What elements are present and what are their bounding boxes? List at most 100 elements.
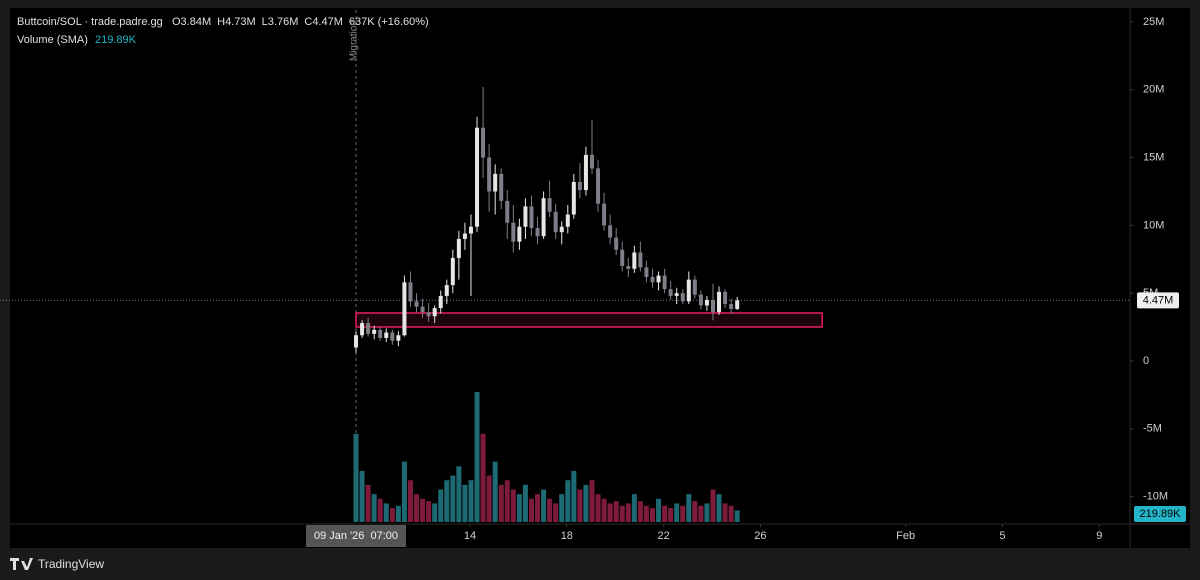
volume-bar: [637, 501, 643, 522]
y-tick-label: 10M: [1143, 219, 1164, 231]
candle-body: [632, 252, 637, 269]
volume-bar: [407, 480, 413, 522]
volume-bar: [674, 503, 680, 522]
volume-bar: [480, 433, 486, 522]
volume-bar: [692, 501, 698, 522]
x-tick-label: 26: [754, 530, 766, 542]
volume-bar: [377, 498, 383, 522]
candle-body: [602, 203, 607, 226]
candle-body: [589, 154, 594, 169]
candle-body: [614, 237, 619, 250]
volume-bar: [619, 505, 625, 522]
candle-body: [499, 173, 504, 201]
volume-bar: [353, 433, 359, 522]
chart-area: [10, 8, 1190, 548]
migration-label: Migration: [349, 20, 360, 61]
volume-badge-label: 219.89K: [1140, 508, 1182, 520]
candle-body: [402, 282, 407, 336]
volume-bar: [486, 475, 492, 522]
volume-bar: [583, 484, 589, 522]
legend-item: H4.73M: [217, 16, 256, 28]
candle-body: [644, 267, 649, 277]
zone: [355, 312, 823, 328]
volume-bar: [595, 494, 601, 522]
candle-body: [583, 154, 588, 191]
x-tick-label: 18: [561, 530, 573, 542]
volume-bar: [535, 494, 541, 522]
candle-body: [420, 306, 425, 313]
last-price-label: 4.47M: [1143, 294, 1174, 306]
volume-bar: [734, 510, 740, 522]
volume-bar: [680, 505, 686, 522]
volume-bar: [383, 503, 389, 522]
volume-bar: [710, 489, 716, 522]
volume-bar: [389, 508, 395, 522]
candle-body: [493, 173, 498, 192]
volume-bar: [577, 489, 583, 522]
volume-sma: 219.89K: [95, 34, 137, 46]
candle-body: [396, 335, 401, 341]
last-price-badge: [1137, 292, 1179, 309]
candle-body: [565, 214, 570, 227]
legend-item: L3.76M: [262, 16, 299, 28]
candle-body: [408, 282, 413, 302]
candle-body: [717, 291, 722, 313]
candle-body: [517, 226, 522, 242]
candle-body: [535, 228, 540, 237]
volume-bar: [438, 489, 444, 522]
candle-body: [650, 276, 655, 283]
volume-bar: [643, 505, 649, 522]
candle-body: [523, 206, 528, 227]
volume-bar: [571, 470, 577, 522]
crosshair-label: 09 Jan '26 07:00: [314, 530, 398, 542]
volume-bar: [668, 508, 674, 522]
candle-body: [596, 168, 601, 204]
candle-body: [444, 285, 449, 296]
volume-bar: [601, 498, 607, 522]
volume-bar: [686, 494, 692, 522]
volume-bar: [625, 503, 631, 522]
volume-bar: [456, 466, 462, 522]
y-tick-label: 15M: [1143, 151, 1164, 163]
candle-body: [360, 323, 365, 336]
x-tick-label: 14: [464, 530, 476, 542]
candle-body: [450, 257, 455, 286]
volume-bar: [371, 494, 377, 522]
candle-body: [432, 308, 437, 317]
volume-bar: [474, 392, 480, 522]
volume-bar: [504, 480, 510, 522]
candle-body: [366, 323, 371, 334]
volume-bar: [401, 461, 407, 522]
candle-body: [541, 198, 546, 237]
candle-body: [571, 181, 576, 215]
volume-bar: [547, 498, 553, 522]
plot: [0, 10, 1130, 522]
y-tick-label: 20M: [1143, 84, 1164, 96]
x-tick-label: 9: [1096, 530, 1102, 542]
volume-bar: [553, 503, 559, 522]
volume-badge: [1134, 506, 1186, 522]
volume-bar: [728, 505, 734, 522]
candle-body: [608, 225, 613, 238]
candle-body: [735, 300, 740, 309]
volume-bar: [450, 475, 456, 522]
candle-body: [529, 206, 534, 229]
candle-body: [662, 275, 667, 290]
logo-icon: [10, 558, 33, 570]
candle-body: [481, 127, 486, 158]
candle-body: [704, 299, 709, 306]
candle-body: [559, 226, 564, 233]
volume-bar: [722, 503, 728, 522]
y-tick-label: -5M: [1143, 423, 1162, 435]
candle-body: [656, 275, 661, 283]
volume-bar: [492, 461, 498, 522]
candle-body: [698, 294, 703, 306]
legend-item: C4.47M: [304, 16, 343, 28]
candle-body: [686, 279, 691, 302]
volume-bar: [365, 484, 371, 522]
candle-body: [456, 238, 461, 258]
candle-body: [710, 299, 715, 313]
volume-bar: [414, 494, 420, 522]
